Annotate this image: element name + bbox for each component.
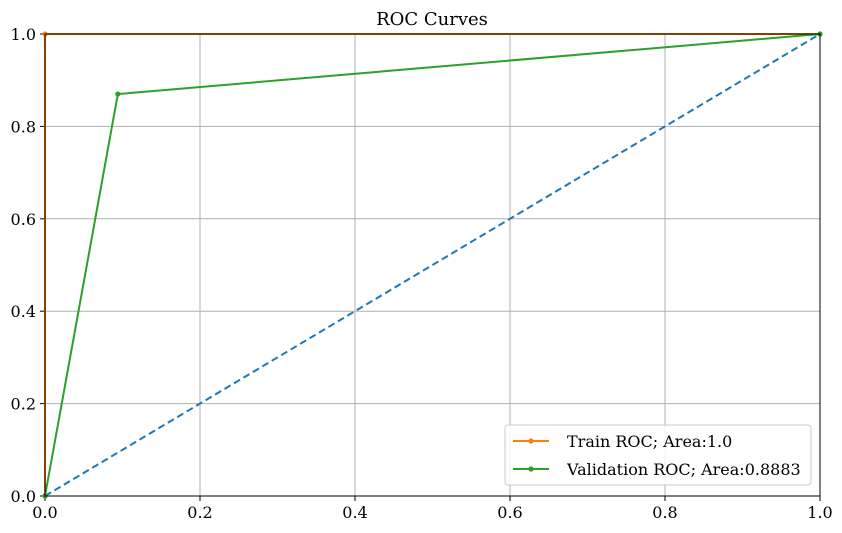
y-tick-label: 0.4 bbox=[11, 302, 36, 321]
y-tick-label: 0.6 bbox=[11, 210, 36, 229]
legend-label-1: Validation ROC; Area:0.8883 bbox=[566, 460, 801, 479]
chart-title: ROC Curves bbox=[376, 9, 488, 30]
y-tick-label: 0.0 bbox=[11, 487, 36, 506]
legend-marker-0 bbox=[528, 438, 534, 444]
series-1-point bbox=[115, 91, 121, 97]
legend-box bbox=[504, 424, 812, 486]
y-tick-label: 1.0 bbox=[11, 25, 36, 44]
x-tick-label: 0.0 bbox=[32, 503, 57, 522]
x-tick-label: 0.2 bbox=[187, 503, 212, 522]
y-tick-label: 0.2 bbox=[11, 395, 36, 414]
legend-marker-1 bbox=[528, 466, 534, 472]
plot-frame bbox=[44, 33, 821, 497]
legend-label-0: Train ROC; Area:1.0 bbox=[567, 432, 732, 451]
legend: Train ROC; Area:1.0 Validation ROC; Area:… bbox=[504, 424, 812, 486]
axis-ticks: 0.0 0.2 0.4 0.6 0.8 1.0 0.0 0.2 0.4 0.6 0.8 1.0 bbox=[11, 25, 833, 522]
x-tick-label: 0.8 bbox=[652, 503, 677, 522]
x-tick-label: 1.0 bbox=[807, 503, 832, 522]
x-tick-label: 0.6 bbox=[497, 503, 522, 522]
diagonal-reference-line bbox=[44, 33, 821, 497]
y-tick-label: 0.8 bbox=[11, 117, 36, 136]
x-tick-label: 0.4 bbox=[342, 503, 367, 522]
